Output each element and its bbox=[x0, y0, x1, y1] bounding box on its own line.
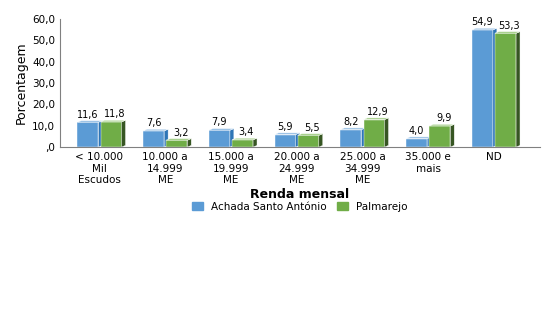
Text: 5,5: 5,5 bbox=[305, 123, 320, 133]
Polygon shape bbox=[406, 137, 431, 139]
Polygon shape bbox=[364, 120, 385, 147]
Text: 53,3: 53,3 bbox=[499, 21, 520, 31]
Text: 7,6: 7,6 bbox=[146, 118, 162, 128]
Polygon shape bbox=[364, 118, 388, 120]
Legend: Achada Santo António, Palmarejo: Achada Santo António, Palmarejo bbox=[188, 198, 412, 216]
Polygon shape bbox=[98, 121, 102, 147]
Polygon shape bbox=[406, 139, 427, 147]
Polygon shape bbox=[166, 140, 188, 147]
Polygon shape bbox=[166, 139, 191, 140]
Polygon shape bbox=[340, 128, 365, 130]
Polygon shape bbox=[275, 135, 296, 147]
Text: 3,2: 3,2 bbox=[173, 128, 189, 137]
Text: 8,2: 8,2 bbox=[343, 117, 359, 127]
Polygon shape bbox=[209, 130, 230, 147]
Polygon shape bbox=[232, 138, 257, 140]
Polygon shape bbox=[298, 134, 323, 135]
Polygon shape bbox=[361, 128, 365, 147]
Polygon shape bbox=[77, 121, 102, 122]
Text: 7,9: 7,9 bbox=[211, 117, 227, 128]
Polygon shape bbox=[516, 31, 520, 147]
Polygon shape bbox=[100, 122, 122, 147]
Polygon shape bbox=[209, 128, 234, 130]
Text: 5,9: 5,9 bbox=[278, 122, 293, 132]
Text: 9,9: 9,9 bbox=[436, 113, 451, 123]
Polygon shape bbox=[164, 129, 168, 147]
Text: 54,9: 54,9 bbox=[472, 17, 493, 27]
Polygon shape bbox=[472, 30, 493, 147]
Polygon shape bbox=[100, 120, 125, 122]
Polygon shape bbox=[77, 122, 98, 147]
Polygon shape bbox=[188, 139, 191, 147]
Text: 3,4: 3,4 bbox=[239, 127, 254, 137]
Text: 11,8: 11,8 bbox=[104, 109, 126, 119]
Polygon shape bbox=[472, 28, 497, 30]
Polygon shape bbox=[143, 131, 164, 147]
Polygon shape bbox=[122, 120, 125, 147]
Polygon shape bbox=[253, 138, 257, 147]
Polygon shape bbox=[450, 124, 454, 147]
Polygon shape bbox=[296, 133, 300, 147]
Polygon shape bbox=[143, 129, 168, 131]
Text: 12,9: 12,9 bbox=[367, 107, 389, 117]
Polygon shape bbox=[495, 33, 516, 147]
Polygon shape bbox=[275, 133, 300, 135]
Y-axis label: Porcentagem: Porcentagem bbox=[15, 42, 28, 124]
Polygon shape bbox=[427, 137, 431, 147]
Polygon shape bbox=[385, 118, 388, 147]
Polygon shape bbox=[298, 135, 319, 147]
X-axis label: Renda mensal: Renda mensal bbox=[250, 188, 350, 201]
Polygon shape bbox=[429, 126, 450, 147]
Polygon shape bbox=[340, 130, 361, 147]
Polygon shape bbox=[493, 28, 497, 147]
Polygon shape bbox=[232, 140, 253, 147]
Polygon shape bbox=[429, 124, 454, 126]
Text: 4,0: 4,0 bbox=[409, 126, 425, 136]
Polygon shape bbox=[495, 31, 520, 33]
Polygon shape bbox=[319, 134, 323, 147]
Text: 11,6: 11,6 bbox=[77, 110, 99, 120]
Polygon shape bbox=[230, 128, 234, 147]
